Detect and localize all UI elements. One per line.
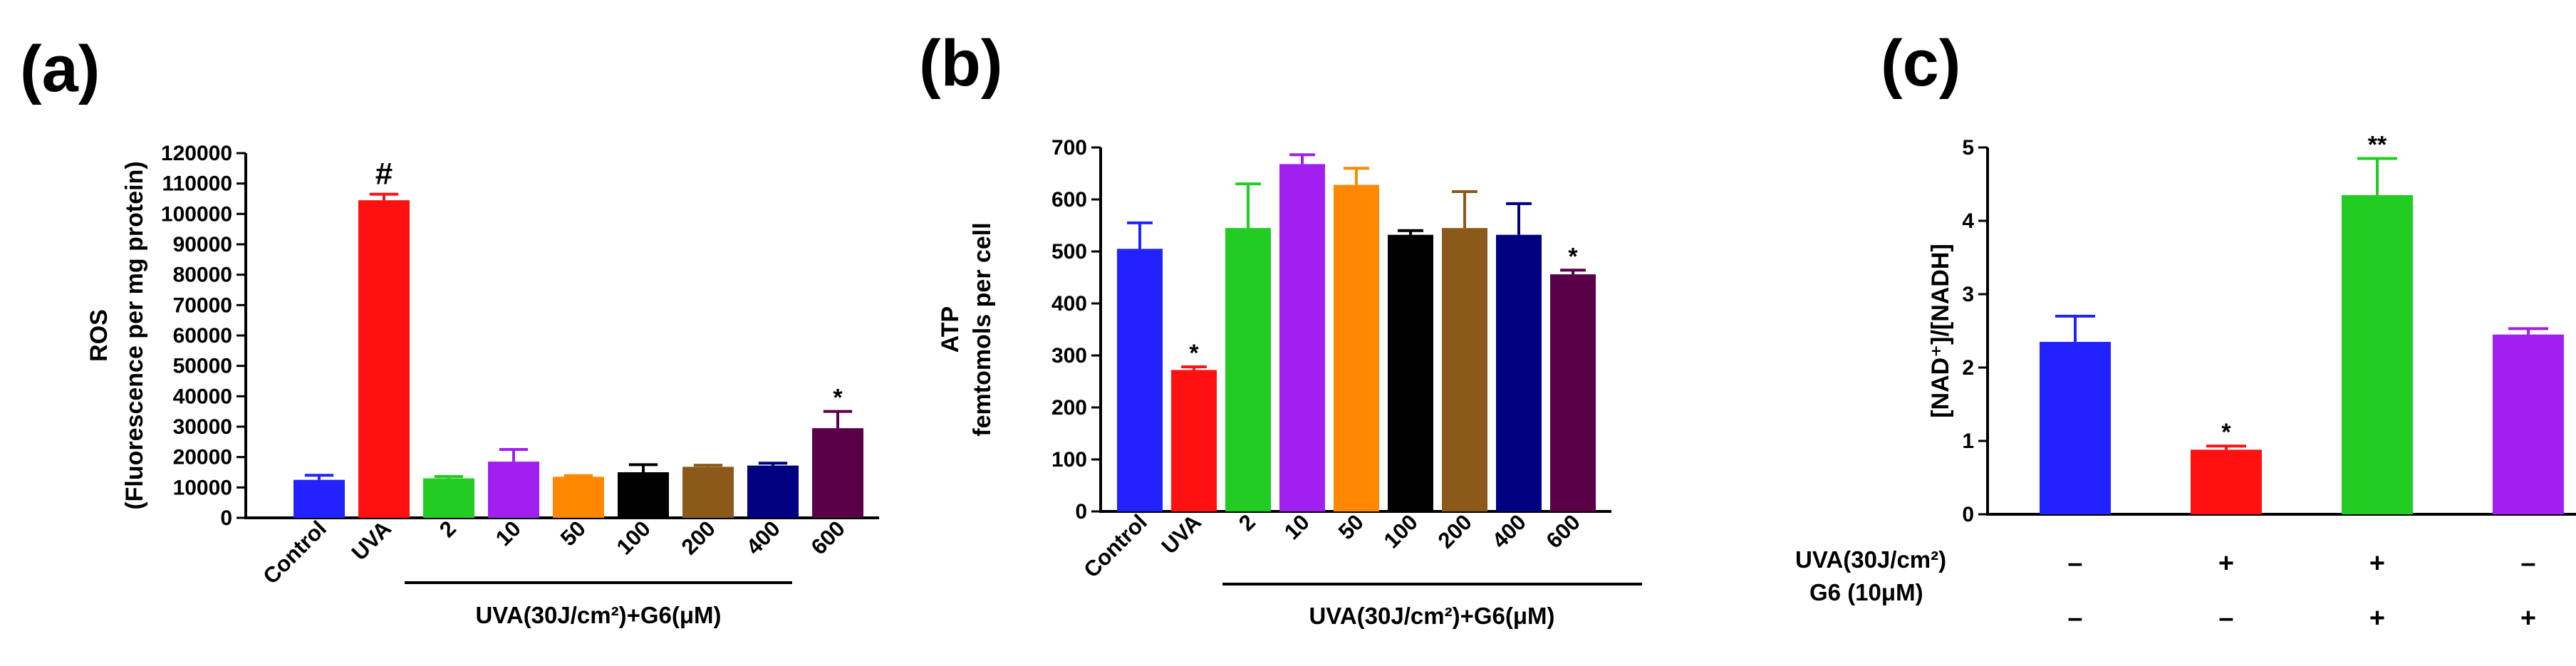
y-tick-label: 300	[1051, 344, 1087, 368]
category-label: 200	[677, 516, 720, 559]
category-label: 10	[1279, 509, 1314, 544]
category-label: 2	[1234, 509, 1260, 536]
y-axis-label: ATP	[937, 306, 964, 353]
y-tick-label: 400	[1051, 292, 1087, 316]
condition-label-uva: UVA(30J/cm²)	[1795, 546, 1946, 573]
bar	[553, 477, 604, 518]
category-label: 100	[612, 516, 655, 559]
category-label: 2	[435, 516, 461, 542]
group-label: UVA(30J/cm²)+G6(μM)	[475, 602, 721, 628]
panel-label: (a)	[20, 33, 100, 105]
category-label: 600	[1542, 509, 1585, 553]
y-tick-label: 50000	[173, 355, 232, 378]
y-tick-label: 4	[1962, 209, 1974, 233]
y-tick-label: 700	[1051, 136, 1087, 160]
panel-label: (c)	[1881, 27, 1960, 100]
y-tick-label: 100	[1051, 448, 1087, 472]
significance-mark: *	[1568, 243, 1578, 270]
y-tick-label: 70000	[173, 293, 232, 317]
y-tick-label: 2	[1962, 356, 1974, 380]
bar	[2191, 449, 2262, 514]
y-tick-label: 30000	[173, 415, 232, 439]
sign-g6: +	[2520, 603, 2536, 633]
y-tick-label: 500	[1051, 240, 1087, 264]
y-tick-label: 600	[1051, 188, 1087, 212]
sign-uva: +	[2369, 548, 2385, 578]
y-tick-label: 90000	[173, 233, 232, 256]
y-tick-label: 100000	[161, 202, 232, 226]
category-label: 200	[1433, 509, 1477, 553]
condition-label-g6: G6 (10μM)	[1809, 579, 1923, 605]
bar	[1171, 370, 1217, 511]
significance-mark: *	[1189, 340, 1199, 367]
category-label: 100	[1379, 509, 1423, 553]
bar	[294, 479, 345, 518]
bar	[747, 465, 799, 518]
bar	[2493, 334, 2564, 514]
y-tick-label: 0	[1075, 500, 1087, 524]
category-label: 400	[1487, 509, 1531, 553]
y-axis-label-sub: femtomols per cell	[969, 222, 996, 436]
y-tick-label: 60000	[173, 324, 232, 348]
bar	[423, 478, 474, 518]
y-axis-label: ROS	[85, 309, 113, 362]
panel-c: (c)012345[NAD⁺]/[NADH]***UVA(30J/cm²)G6 …	[1795, 27, 2576, 633]
bar	[488, 462, 539, 518]
significance-mark: *	[2221, 419, 2231, 446]
significance-mark: *	[833, 385, 843, 412]
category-label: 400	[742, 516, 785, 559]
y-tick-label: 3	[1962, 283, 1974, 306]
y-tick-label: 200	[1051, 396, 1087, 420]
category-label: 600	[806, 516, 850, 559]
bar	[1225, 228, 1271, 511]
panel-label: (b)	[919, 27, 1002, 100]
y-axis-label: [NAD⁺]/[NADH]	[1927, 244, 1954, 418]
bar	[1117, 249, 1163, 511]
y-tick-label: 1	[1962, 430, 1974, 453]
sign-uva: –	[2067, 548, 2082, 578]
bar	[2040, 341, 2111, 514]
sign-uva: +	[2218, 548, 2234, 578]
bar	[618, 472, 669, 518]
bar	[682, 467, 734, 518]
bar	[1442, 228, 1487, 511]
category-label: 50	[556, 516, 591, 551]
y-tick-label: 0	[1962, 503, 1974, 526]
y-tick-label: 5	[1962, 136, 1974, 160]
sign-g6: –	[2067, 603, 2082, 633]
category-label: Control	[1079, 509, 1152, 583]
bar	[1388, 234, 1433, 511]
significance-mark: #	[375, 157, 393, 192]
significance-mark: **	[2368, 131, 2387, 158]
y-tick-label: 0	[220, 506, 232, 530]
sign-g6: –	[2218, 603, 2233, 633]
category-label: UVA	[1157, 509, 1206, 558]
bar	[1279, 164, 1325, 512]
category-label: Control	[258, 516, 331, 589]
y-tick-label: 10000	[173, 476, 232, 499]
y-tick-label: 20000	[173, 446, 232, 469]
y-axis-label-sub: (Fluorescence per mg protein)	[121, 161, 148, 509]
sign-uva: –	[2520, 548, 2535, 578]
y-tick-label: 110000	[162, 172, 232, 196]
y-tick-label: 40000	[173, 385, 232, 408]
bar	[1550, 274, 1596, 511]
group-label: UVA(30J/cm²)+G6(μM)	[1309, 603, 1554, 629]
panel-a: (a) 0 10000 20000 30000 40000 50000 60000 70000 8…	[20, 33, 879, 628]
bar	[812, 428, 863, 518]
y-tick-label: 80000	[173, 264, 232, 287]
y-tick-label: 120000	[161, 142, 232, 165]
bar	[1496, 234, 1542, 511]
category-label: 10	[491, 516, 526, 551]
sign-g6: +	[2369, 603, 2385, 633]
bar	[358, 200, 410, 518]
category-label: UVA	[347, 516, 396, 565]
bar	[2342, 194, 2413, 514]
bar	[1334, 184, 1379, 511]
category-label: 50	[1334, 509, 1368, 544]
